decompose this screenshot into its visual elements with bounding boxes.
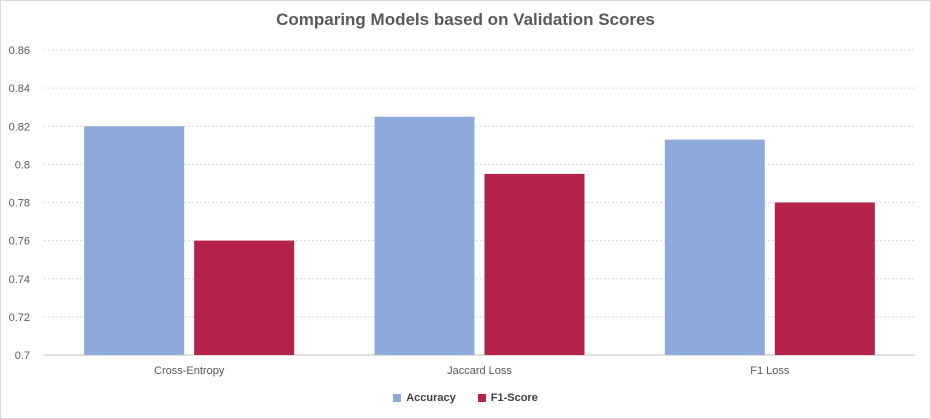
gridlines: [44, 49, 915, 356]
chart-title: Comparing Models based on Validation Sco…: [276, 10, 655, 29]
y-tick-label: 0.82: [9, 121, 30, 133]
bar-accuracy-cross-entropy[interactable]: [84, 126, 185, 355]
x-axis-labels: Cross-Entropy Jaccard Loss F1 Loss: [154, 365, 790, 377]
x-category-label: F1 Loss: [750, 365, 790, 377]
y-tick-label: 0.72: [9, 312, 30, 324]
bar-accuracy-f1-loss[interactable]: [664, 139, 765, 355]
bars: [84, 116, 875, 356]
bar-f1-score-jaccard-loss[interactable]: [484, 173, 585, 355]
bar-accuracy-jaccard-loss[interactable]: [374, 116, 475, 355]
y-tick-label: 0.74: [9, 274, 30, 286]
legend-item-f1-score[interactable]: F1-Score: [477, 392, 538, 404]
y-tick-label: 0.7: [15, 350, 30, 362]
legend-label-f1-score: F1-Score: [490, 392, 538, 404]
y-tick-label: 0.84: [9, 83, 30, 95]
x-category-label: Jaccard Loss: [447, 365, 512, 377]
y-tick-label: 0.78: [9, 198, 30, 210]
y-tick-label: 0.86: [9, 45, 30, 57]
y-axis-ticks: 0.7 0.72 0.74 0.76 0.78 0.8 0.82 0.84 0.86: [9, 45, 30, 362]
legend-swatch-accuracy: [393, 394, 402, 402]
legend: Accuracy F1-Score: [0, 392, 931, 404]
legend-label-accuracy: Accuracy: [406, 392, 456, 404]
legend-item-accuracy[interactable]: Accuracy: [393, 392, 456, 404]
legend-swatch-f1-score: [477, 394, 486, 402]
y-tick-label: 0.76: [9, 236, 30, 248]
bar-f1-score-f1-loss[interactable]: [774, 202, 875, 356]
x-category-label: Cross-Entropy: [154, 365, 225, 377]
y-tick-label: 0.8: [15, 159, 30, 171]
bar-f1-score-cross-entropy[interactable]: [194, 240, 295, 355]
